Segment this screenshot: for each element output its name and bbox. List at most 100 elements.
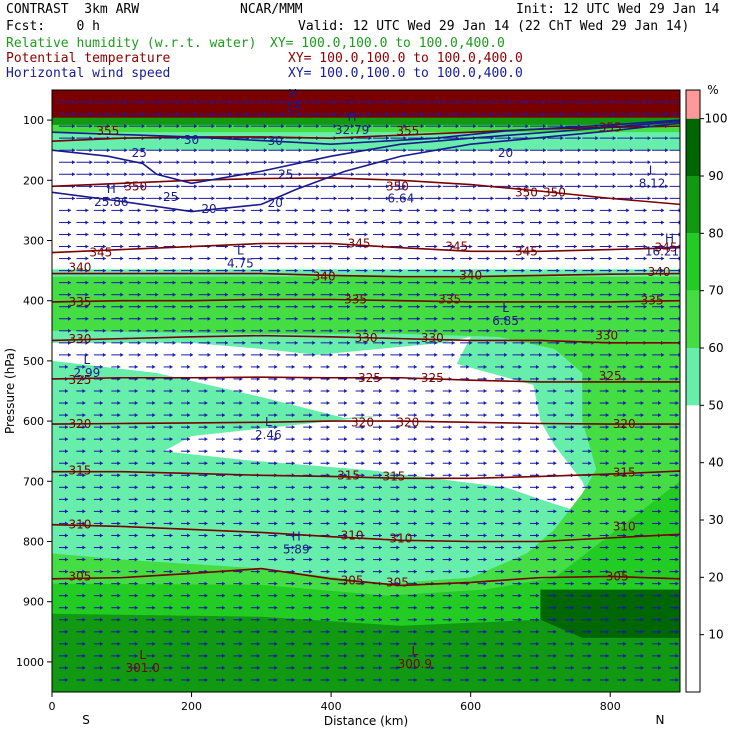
wind-arrow-head <box>612 184 616 189</box>
wind-arrow-head <box>361 509 365 514</box>
wind-arrow-head <box>117 641 121 646</box>
wind-arrow-head <box>466 449 470 454</box>
colorbar-tick-label: 30 <box>708 513 723 527</box>
wind-arrow-head <box>396 605 400 610</box>
wind-arrow-head <box>570 376 574 381</box>
wind-arrow-head <box>588 557 592 562</box>
wind-arrow-head <box>316 184 320 189</box>
wind-arrow-head <box>329 352 333 357</box>
wind-arrow-head <box>152 521 156 526</box>
wind-arrow-head <box>630 172 634 177</box>
wind-arrow-head <box>675 376 679 381</box>
wind-arrow-head <box>64 401 68 406</box>
wind-arrow-head <box>364 232 368 237</box>
wind-arrow-head <box>99 485 103 490</box>
wind-arrow-head <box>277 340 281 345</box>
wind-arrow-head <box>120 268 124 273</box>
wind-arrow-head <box>211 100 215 105</box>
wind-arrow-head <box>501 401 505 406</box>
wind-arrow-head <box>605 364 609 369</box>
wind-arrow-head <box>256 581 260 586</box>
wind-arrow-head <box>85 208 89 213</box>
wind-arrow-head <box>221 401 225 406</box>
wind-arrow-head <box>274 581 278 586</box>
wind-arrow-head <box>518 629 522 634</box>
wind-arrow-head <box>239 581 243 586</box>
wind-arrow-head <box>239 605 243 610</box>
theta-label: 315 <box>68 463 91 477</box>
wind-arrow-head <box>106 184 110 189</box>
wind-arrow-head <box>535 437 539 442</box>
wind-arrow-head <box>413 413 417 418</box>
wind-arrow-head <box>640 593 644 598</box>
wind-arrow-head <box>134 617 138 622</box>
wind-arrow-head <box>274 545 278 550</box>
wind-label: 30 <box>268 134 283 148</box>
wind-arrow-head <box>368 196 372 201</box>
wind-arrow-head <box>169 509 173 514</box>
theta-label: 320 <box>351 415 374 429</box>
wind-arrow-head <box>504 208 508 213</box>
colorbar-swatch <box>686 233 700 291</box>
wind-arrow-head <box>640 545 644 550</box>
wind-arrow-head <box>259 220 263 225</box>
wind-arrow-head <box>221 557 225 562</box>
wind-arrow-head <box>399 352 403 357</box>
wind-arrow-head <box>204 364 208 369</box>
wind-arrow-head <box>591 232 595 237</box>
theta-label: 350 <box>386 179 409 193</box>
extremum-value: 6.85 <box>492 314 519 328</box>
wind-arrow-head <box>469 304 473 309</box>
wind-arrow-head <box>152 437 156 442</box>
wind-arrow-head <box>176 100 180 105</box>
wind-arrow-head <box>420 124 424 129</box>
wind-arrow-head <box>518 437 522 442</box>
header-title-left: CONTRAST 3km ARW <box>6 2 140 17</box>
wind-arrow-head <box>344 413 348 418</box>
wind-arrow-head <box>434 304 438 309</box>
wind-arrow-head <box>588 521 592 526</box>
wind-arrow-head <box>434 328 438 333</box>
wind-arrow-head <box>134 413 138 418</box>
wind-arrow-head <box>344 605 348 610</box>
wind-arrow-head <box>347 244 351 249</box>
wind-arrow-head <box>263 172 267 177</box>
wind-arrow-head <box>344 509 348 514</box>
wind-arrow-head <box>246 184 250 189</box>
wind-arrow-head <box>120 232 124 237</box>
wind-arrow-head <box>535 641 539 646</box>
wind-arrow-head <box>224 328 228 333</box>
wind-arrow-head <box>344 593 348 598</box>
wind-arrow-head <box>466 605 470 610</box>
wind-arrow-head <box>466 401 470 406</box>
wind-arrow-head <box>155 208 159 213</box>
wind-arrow-head <box>194 148 198 153</box>
wind-arrow-head <box>152 389 156 393</box>
wind-arrow-head <box>403 136 407 141</box>
wind-arrow-head <box>67 352 71 357</box>
wind-arrow-head <box>204 485 208 490</box>
wind-arrow-head <box>117 461 121 466</box>
wind-arrow-head <box>207 352 211 357</box>
wind-arrow-head <box>64 497 68 502</box>
wind-arrow-head <box>82 581 86 586</box>
wind-arrow-head <box>176 172 180 177</box>
wind-arrow-head <box>211 172 215 177</box>
wind-arrow-head <box>211 148 215 153</box>
wind-arrow-head <box>538 316 542 321</box>
wind-arrow-head <box>152 413 156 418</box>
wind-arrow-head <box>351 160 355 165</box>
wind-arrow-head <box>420 172 424 177</box>
wind-arrow-head <box>239 449 243 454</box>
wind-arrow-head <box>553 509 557 514</box>
wind-arrow-head <box>246 124 250 129</box>
wind-arrow-head <box>152 473 156 478</box>
wind-arrow-head <box>451 352 455 357</box>
wind-arrow-head <box>413 437 417 442</box>
colorbar-frame <box>685 89 701 693</box>
wind-arrow-head <box>344 533 348 538</box>
wind-arrow-head <box>658 376 662 381</box>
wind-arrow-head <box>64 641 68 646</box>
wind-arrow-head <box>658 665 662 670</box>
wind-arrow-head <box>378 545 382 550</box>
